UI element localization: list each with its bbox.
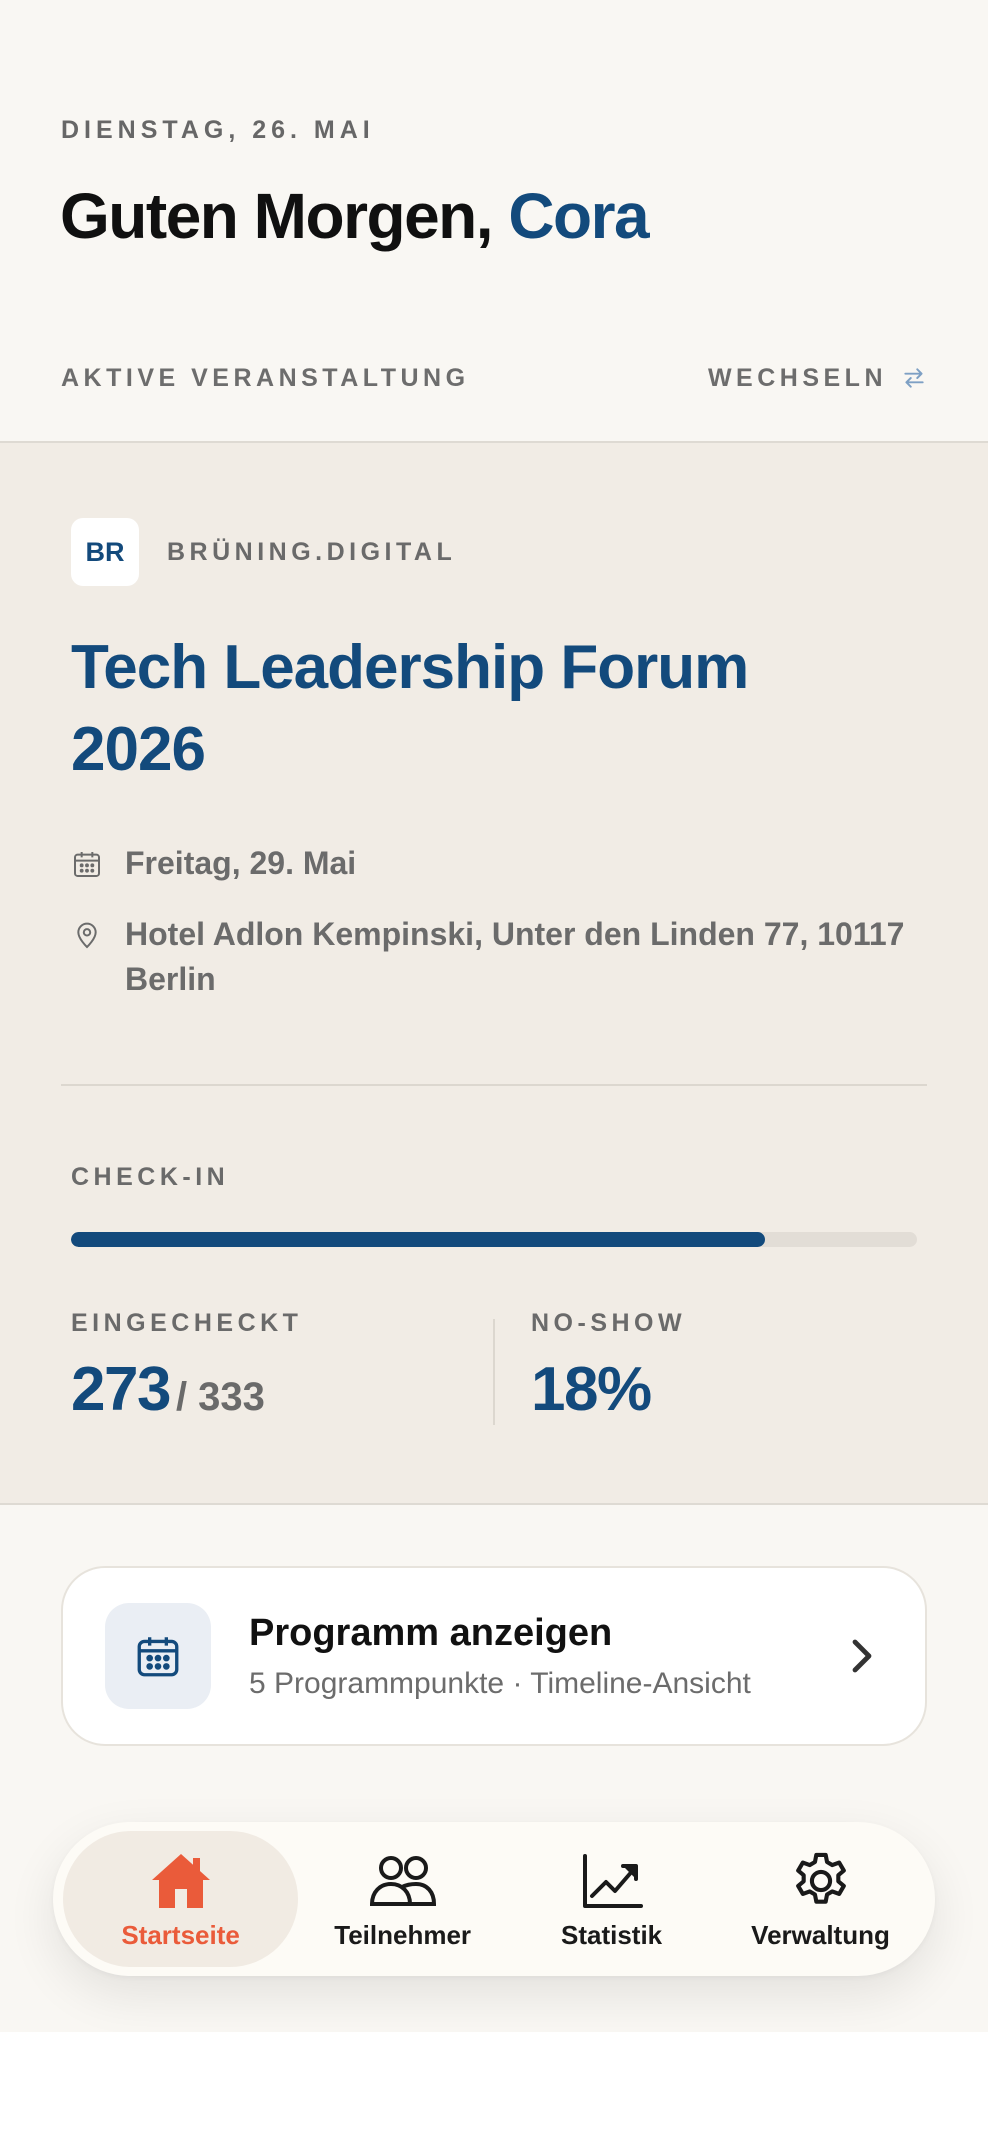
program-icon-tile	[105, 1603, 211, 1709]
chevron-right-icon	[852, 1639, 872, 1673]
swap-arrows-icon	[904, 368, 924, 388]
users-icon	[369, 1855, 436, 1906]
checkin-progress-bar	[71, 1232, 917, 1247]
active-event-header: AKTIVE VERANSTALTUNG WECHSELN	[61, 360, 927, 396]
calendar-icon	[137, 1637, 179, 1677]
program-card-button[interactable]: Programm anzeigen 5 Programmpunkte · Tim…	[61, 1566, 927, 1746]
event-date: Freitag, 29. Mai	[125, 845, 357, 881]
nav-item-startseite[interactable]: Startseite	[63, 1831, 299, 1967]
checked-in-stat: EINGECHECKT 273/ 333	[71, 1309, 302, 1433]
nav-item-verwaltung[interactable]: Verwaltung	[716, 1831, 925, 1967]
noshow-label: NO-SHOW	[531, 1309, 687, 1337]
nav-label-startseite: Startseite	[121, 1919, 240, 1950]
nav-label-statistik: Statistik	[561, 1919, 663, 1950]
greeting-prefix: Guten Morgen,	[60, 180, 494, 252]
checkin-progress-fill	[71, 1232, 765, 1247]
nav-item-teilnehmer[interactable]: Teilnehmer	[298, 1831, 507, 1967]
event-location: Hotel Adlon Kempinski, Unter den Linden …	[125, 916, 905, 997]
home-icon	[151, 1853, 210, 1908]
noshow-value: 18%	[531, 1355, 652, 1424]
event-card: BR BRÜNING.DIGITAL Tech Leadership Forum…	[0, 441, 988, 1505]
gear-icon	[795, 1852, 846, 1904]
event-location-row: Hotel Adlon Kempinski, Unter den Linden …	[71, 912, 931, 1002]
app-screen: DIENSTAG, 26. MAI Guten Morgen, Cora AKT…	[0, 0, 988, 2032]
stat-separator	[493, 1319, 495, 1425]
organizer-name: BRÜNING.DIGITAL	[167, 537, 457, 566]
checked-in-total: / 333	[175, 1375, 265, 1419]
organizer-badge: BR	[71, 518, 139, 586]
location-pin-icon	[77, 922, 97, 949]
greeting-heading: Guten Morgen, Cora	[60, 178, 650, 254]
event-date-row: Freitag, 29. Mai	[71, 841, 356, 886]
program-title: Programm anzeigen	[249, 1611, 613, 1654]
program-text: Programm anzeigen 5 Programmpunkte · Tim…	[249, 1612, 849, 1701]
switch-event-button[interactable]: WECHSELN	[708, 364, 927, 393]
switch-event-label: WECHSELN	[707, 363, 887, 392]
organizer-row: BR BRÜNING.DIGITAL	[71, 518, 456, 586]
checkin-label: CHECK-IN	[71, 1163, 230, 1191]
current-date: DIENSTAG, 26. MAI	[61, 116, 375, 144]
checked-in-label: EINGECHECKT	[71, 1309, 303, 1337]
user-name: Cora	[508, 180, 649, 252]
divider	[61, 1084, 927, 1086]
program-subtitle: 5 Programmpunkte · Timeline-Ansicht	[249, 1666, 751, 1700]
calendar-icon	[74, 852, 100, 877]
chart-icon	[582, 1853, 643, 1908]
checked-in-value-row: 273/ 333	[71, 1354, 302, 1433]
checked-in-count: 273	[71, 1355, 171, 1424]
noshow-stat: NO-SHOW 18%	[531, 1309, 686, 1426]
event-title: Tech Leadership Forum 2026	[71, 633, 749, 784]
nav-label-verwaltung: Verwaltung	[751, 1919, 890, 1950]
bottom-navigation: Startseite Teilnehmer Statistik	[53, 1822, 935, 1976]
active-event-label: AKTIVE VERANSTALTUNG	[61, 363, 470, 392]
nav-label-teilnehmer: Teilnehmer	[334, 1919, 472, 1950]
nav-item-statistik[interactable]: Statistik	[507, 1831, 716, 1967]
